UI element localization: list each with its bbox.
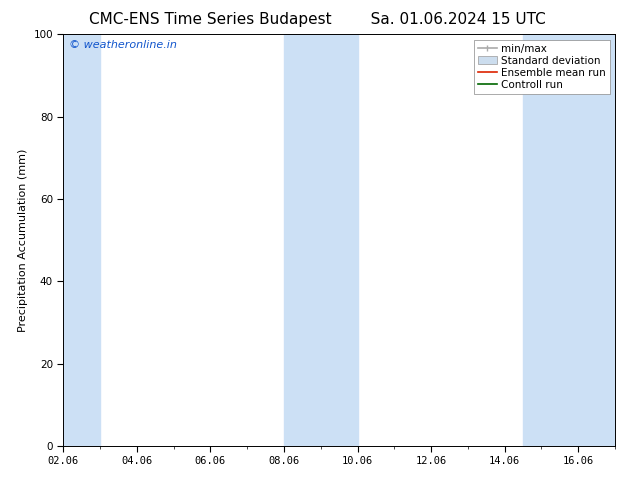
Bar [284,34,358,446]
Y-axis label: Precipitation Accumulation (mm): Precipitation Accumulation (mm) [18,148,28,332]
Bar [63,34,100,446]
Text: © weatheronline.in: © weatheronline.in [69,41,177,50]
Legend: min/max, Standard deviation, Ensemble mean run, Controll run: min/max, Standard deviation, Ensemble me… [474,40,610,94]
Text: CMC-ENS Time Series Budapest        Sa. 01.06.2024 15 UTC: CMC-ENS Time Series Budapest Sa. 01.06.2… [89,12,545,27]
Bar [523,34,615,446]
